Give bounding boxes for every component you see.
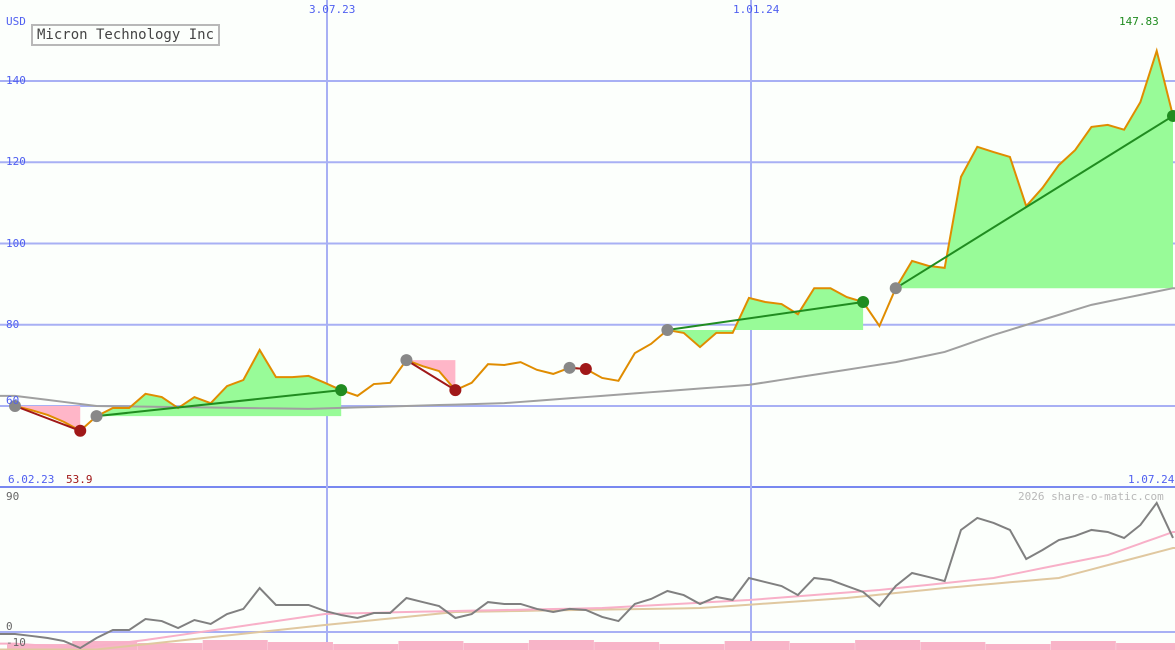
signal-trend-line: [405, 359, 456, 392]
histogram-bar: [267, 642, 333, 650]
signal-area: [96, 349, 342, 417]
histogram-bar: [789, 643, 855, 650]
histogram-bar: [137, 643, 203, 650]
histogram-bar: [202, 640, 268, 650]
histogram-bar: [333, 644, 399, 650]
x-tick-label: 1.01.24: [733, 3, 780, 16]
histogram-bar: [855, 640, 921, 650]
y-tick-label: 140: [6, 74, 26, 87]
histogram-bar: [1050, 641, 1116, 650]
signal-area: [406, 360, 456, 391]
signal-area: [15, 406, 81, 431]
signal-start-marker: [889, 282, 902, 295]
signal-end-marker: [1167, 109, 1175, 122]
osc-y-tick-label: 0: [6, 620, 13, 633]
chart-title: Micron Technology Inc: [31, 24, 221, 46]
y-tick-label: 80: [6, 318, 20, 331]
signal-end-marker: [335, 384, 348, 397]
x-start-label: 6.02.23: [8, 473, 55, 486]
slow-line: [0, 547, 1175, 650]
signal-trend-line: [96, 389, 342, 418]
signal-start-marker: [9, 400, 21, 412]
high-value-label: 147.83: [1119, 15, 1159, 28]
x-end-label: 1.07.24: [1128, 473, 1175, 486]
signal-end-marker: [449, 384, 462, 397]
histogram-bar: [594, 642, 660, 650]
histogram-bar: [528, 640, 594, 650]
histogram-bar: [463, 643, 529, 650]
histogram-bar: [985, 644, 1051, 650]
y-tick-label: 120: [6, 155, 26, 168]
y-axis-label: USD: [6, 15, 26, 28]
signal-line: [0, 530, 1175, 650]
price-line: [14, 47, 1174, 432]
histogram-bar: [724, 641, 790, 650]
x-tick-label: 3.07.23: [309, 3, 356, 16]
signal-area: [667, 288, 864, 348]
start-low-label: 53.9: [66, 473, 93, 486]
signal-area: [895, 50, 1174, 289]
histogram-bar: [398, 641, 464, 650]
osc-y-tick-label: -10: [6, 636, 26, 649]
oscillator-line: [0, 500, 1174, 650]
osc-y-tick-label: 90: [6, 490, 20, 503]
signal-end-marker: [579, 363, 592, 376]
histogram-bar: [659, 644, 725, 650]
signal-end-marker: [74, 424, 87, 437]
signal-trend-line: [14, 405, 81, 432]
signal-start-marker: [90, 410, 103, 423]
histogram-bar: [1116, 643, 1175, 650]
credit-label: 2026 share-o-matic.com: [1018, 490, 1164, 503]
moving-average-line: [0, 287, 1175, 410]
signal-start-marker: [661, 324, 674, 337]
y-tick-label: 100: [6, 237, 26, 250]
y-tick-label: 60: [6, 394, 20, 407]
signal-start-marker: [563, 361, 576, 374]
signal-start-marker: [400, 354, 413, 367]
histogram-bar: [920, 642, 986, 650]
signal-trend-line: [895, 115, 1174, 290]
signal-trend-line: [667, 301, 864, 332]
signal-end-marker: [857, 296, 870, 308]
histogram-bar: [7, 644, 72, 650]
